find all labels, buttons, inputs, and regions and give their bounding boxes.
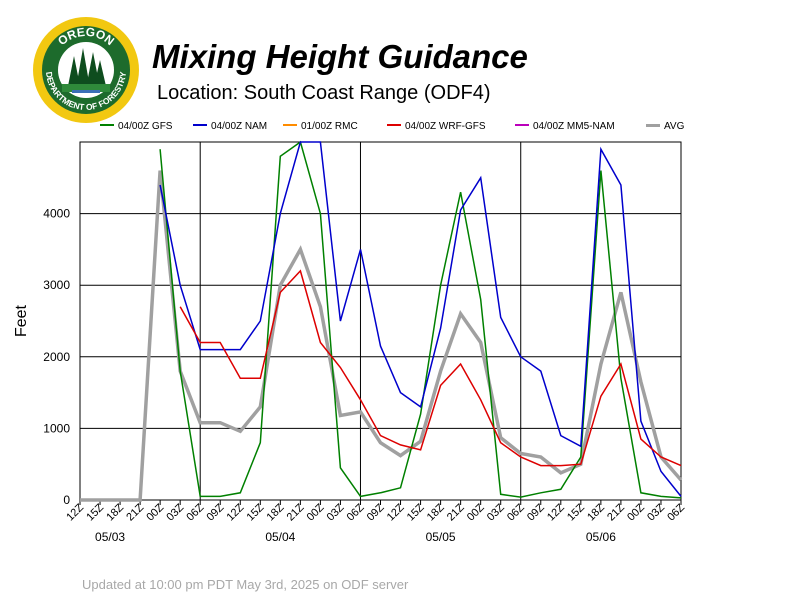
x-tick-label: 00Z bbox=[625, 501, 647, 523]
x-tick-label: 06Z bbox=[345, 501, 367, 523]
svg-text:OREGON: OREGON bbox=[55, 25, 117, 48]
x-tick-label: 21Z bbox=[124, 501, 146, 523]
x-tick-label: 09Z bbox=[525, 501, 547, 523]
legend-label: 04/00Z WRF-GFS bbox=[405, 121, 486, 132]
legend-label: 01/00Z RMC bbox=[301, 121, 358, 132]
x-tick-label: 00Z bbox=[305, 501, 327, 523]
logo-text-top: OREGON bbox=[55, 25, 117, 48]
x-tick-label: 21Z bbox=[445, 501, 467, 523]
x-tick-label: 12Z bbox=[545, 501, 567, 523]
legend-label: 04/00Z MM5-NAM bbox=[533, 121, 615, 132]
x-tick-label: 03Z bbox=[164, 501, 186, 523]
page-title: Mixing Height Guidance bbox=[152, 38, 528, 75]
legend-swatch bbox=[100, 124, 114, 127]
x-tick-label: 18Z bbox=[265, 501, 287, 523]
legend-item: 04/00Z GFS bbox=[100, 121, 172, 132]
location-label: Location: South Coast Range (ODF4) bbox=[157, 82, 491, 104]
x-tick-label: 12Z bbox=[385, 501, 407, 523]
x-tick-label: 00Z bbox=[144, 501, 166, 523]
y-tick-label: 2000 bbox=[43, 350, 70, 364]
x-tick-label: 15Z bbox=[565, 501, 587, 523]
date-label: 05/04 bbox=[265, 530, 295, 544]
x-tick-label: 06Z bbox=[665, 501, 687, 523]
legend-item: 04/00Z WRF-GFS bbox=[387, 121, 486, 132]
x-tick-label: 15Z bbox=[245, 501, 267, 523]
logo-trees-icon bbox=[62, 48, 110, 93]
legend-swatch bbox=[283, 124, 297, 127]
x-tick-label: 09Z bbox=[204, 501, 226, 523]
x-tick-label: 00Z bbox=[465, 501, 487, 523]
x-tick-label: 06Z bbox=[505, 501, 527, 523]
series-line-avg bbox=[80, 170, 683, 502]
x-tick-label: 18Z bbox=[585, 501, 607, 523]
legend-swatch bbox=[387, 124, 401, 127]
footer-updated-text: Updated at 10:00 pm PDT May 3rd, 2025 on… bbox=[82, 577, 409, 592]
legend-swatch bbox=[193, 124, 207, 127]
date-label: 05/05 bbox=[426, 530, 456, 544]
legend-item: AVG bbox=[646, 121, 684, 132]
y-tick-label: 3000 bbox=[43, 278, 70, 292]
odf-logo: OREGON DEPARTMENT OF FORESTRY bbox=[33, 17, 139, 123]
x-tick-label: 21Z bbox=[285, 501, 307, 523]
chart-legend: 04/00Z GFS 04/00Z NAM 01/00Z RMC 04/00Z WRF… bbox=[100, 121, 720, 135]
legend-label: 04/00Z NAM bbox=[211, 121, 268, 132]
date-label: 05/03 bbox=[95, 530, 125, 544]
x-tick-label: 03Z bbox=[645, 501, 667, 523]
y-tick-label: 4000 bbox=[43, 207, 70, 221]
y-tick-label: 0 bbox=[63, 493, 70, 507]
legend-swatch bbox=[515, 124, 529, 127]
x-tick-label: 12Z bbox=[224, 501, 246, 523]
series-line-04-00z-gfs bbox=[159, 140, 682, 499]
x-tick-label: 15Z bbox=[405, 501, 427, 523]
x-tick-label: 18Z bbox=[425, 501, 447, 523]
date-label: 05/06 bbox=[586, 530, 616, 544]
x-tick-label: 03Z bbox=[325, 501, 347, 523]
x-tick-label: 15Z bbox=[84, 501, 106, 523]
x-tick-label: 06Z bbox=[184, 501, 206, 523]
legend-item: 04/00Z MM5-NAM bbox=[515, 121, 615, 132]
legend-item: 04/00Z NAM bbox=[193, 121, 267, 132]
y-tick-label: 1000 bbox=[43, 421, 70, 435]
series-line-04-00z-wrf-gfs bbox=[179, 269, 682, 467]
legend-swatch bbox=[646, 123, 660, 127]
legend-item: 01/00Z RMC bbox=[283, 121, 358, 132]
legend-label: 04/00Z GFS bbox=[118, 121, 173, 132]
x-tick-label: 21Z bbox=[605, 501, 627, 523]
x-tick-label: 03Z bbox=[485, 501, 507, 523]
x-tick-label: 18Z bbox=[104, 501, 126, 523]
legend-label: AVG bbox=[664, 121, 685, 132]
x-tick-label: 09Z bbox=[365, 501, 387, 523]
series-line-04-00z-nam bbox=[159, 141, 682, 497]
